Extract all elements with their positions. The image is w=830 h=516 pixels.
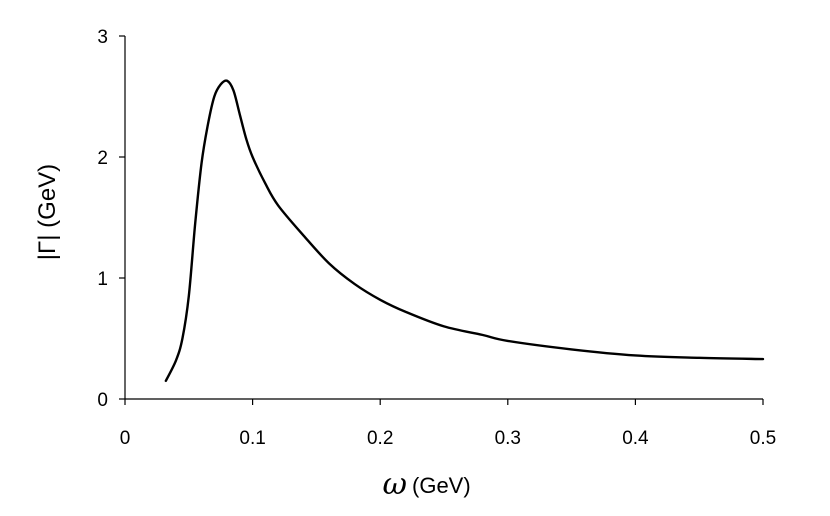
x-axis-ticks: 0 0.1 0.2 0.3 0.4 0.5 bbox=[120, 399, 776, 449]
y-tick-label: 0 bbox=[97, 390, 108, 411]
x-tick-label: 0.1 bbox=[239, 428, 265, 449]
y-axis-label: |Γ| (GeV) bbox=[34, 164, 61, 260]
series-layer bbox=[164, 79, 765, 383]
x-tick-label: 0 bbox=[120, 428, 131, 449]
y-tick-label: 2 bbox=[97, 148, 108, 169]
x-axis-label-symbol: ω bbox=[383, 467, 407, 502]
x-tick-label: 0.3 bbox=[495, 428, 521, 449]
x-axis-label-unit: (GeV) bbox=[412, 473, 471, 498]
y-tick-label: 3 bbox=[97, 27, 108, 48]
x-tick-label: 0.4 bbox=[622, 428, 649, 449]
axes bbox=[124, 36, 763, 400]
y-axis-ticks: 0 1 2 3 bbox=[97, 27, 125, 411]
x-tick-label: 0.5 bbox=[750, 428, 776, 449]
x-tick-label: 0.2 bbox=[367, 428, 393, 449]
series-line bbox=[164, 79, 765, 383]
y-tick-label: 1 bbox=[97, 269, 108, 290]
